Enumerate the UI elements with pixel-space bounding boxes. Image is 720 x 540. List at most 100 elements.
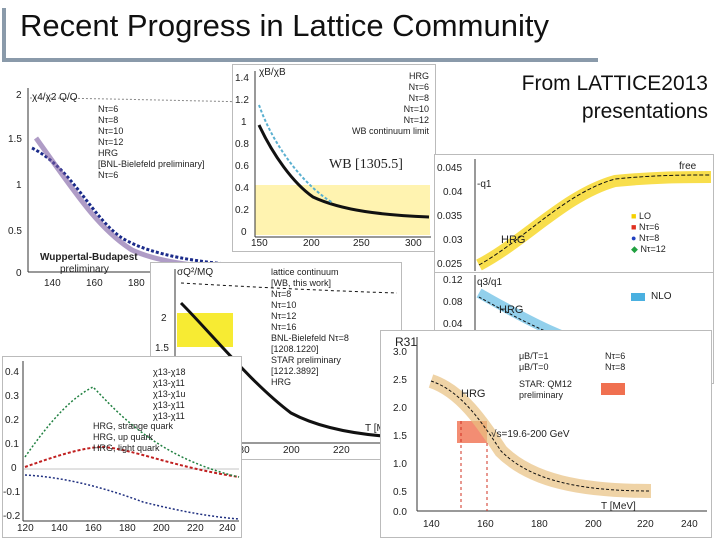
- legend-entry: lattice continuum: [271, 267, 339, 277]
- legend-entry: [WB, this work]: [271, 278, 332, 288]
- legend-entry: ■ Nτ=6: [631, 222, 660, 232]
- legend-entry: Nτ=10: [403, 104, 429, 114]
- panel-f-ytick: -0.1: [3, 487, 21, 498]
- legend-entry: Nτ=10: [98, 126, 124, 136]
- panel-c-xtick: 220: [333, 445, 350, 456]
- legend-entry: Nτ=16: [271, 322, 297, 332]
- panel-c-ytick: 1.5: [155, 343, 169, 354]
- panel-f-xtick: 160: [85, 523, 102, 534]
- panel-d-ylabel: -q1: [477, 179, 492, 190]
- panel-a-ytick: 2: [16, 90, 22, 101]
- panel-c-legend: lattice continuum [WB, this work] Nτ=8 N…: [271, 267, 349, 388]
- source-line-2: presentations: [581, 100, 708, 123]
- panel-d-svg: [474, 159, 712, 271]
- panel-f-xtick: 140: [51, 523, 68, 534]
- panel-a-xtick: 140: [44, 278, 61, 289]
- chart-panel-a: χ4/χ2 Q/Q 2 1.5 1 0.5 0 Nτ=6 Nτ=8 Nτ=10 …: [2, 78, 264, 290]
- legend-entry: Nτ=12: [271, 311, 297, 321]
- panel-d-lo-band: [476, 171, 712, 271]
- legend-entry: Nτ=6: [408, 82, 429, 92]
- legend-entry: χ13-χ11: [153, 378, 185, 388]
- legend-entry: HRG: [409, 71, 429, 81]
- legend-entry-text: Nτ=8: [638, 233, 660, 243]
- panel-a-ytick: 0: [16, 268, 22, 279]
- panel-a-note: preliminary: [60, 264, 109, 275]
- panel-f-svg: [22, 361, 240, 522]
- panel-b-xtick: 250: [353, 238, 370, 249]
- panel-b-xtick: 200: [303, 238, 320, 249]
- legend-entry-text: Nτ=12: [640, 244, 666, 254]
- legend-entry: [BNL-Bielefeld preliminary]: [98, 159, 205, 169]
- panel-g-star-swatch: [601, 383, 625, 395]
- legend-entry: STAR: QM12: [519, 379, 572, 389]
- panel-g-xtick: 180: [531, 519, 548, 530]
- legend-entry: Nτ=8: [605, 362, 626, 372]
- panel-f-xtick: 220: [187, 523, 204, 534]
- panel-g-xtick: 160: [477, 519, 494, 530]
- panel-b-svg: [254, 71, 431, 238]
- panel-g-xtick: 220: [637, 519, 654, 530]
- panel-a-note: Wuppertal-Budapest: [40, 252, 138, 263]
- panel-a-legend: Nτ=6 Nτ=8 Nτ=10 Nτ=12 HRG [BNL-Bielefeld…: [98, 104, 205, 181]
- legend-entry: HRG: [98, 148, 118, 158]
- panel-b-ytick: 0.8: [235, 139, 249, 150]
- legend-entry: μB/T=1: [519, 351, 549, 361]
- panel-d-ytick: 0.04: [443, 187, 463, 198]
- panel-e-ylabel: q3/q1: [477, 277, 503, 288]
- panel-g-ytick: 0.0: [393, 507, 407, 518]
- legend-entry: Nτ=8: [408, 93, 429, 103]
- panel-g-ytick: 2.5: [393, 375, 407, 386]
- legend-entry: Nτ=12: [98, 137, 124, 147]
- slide-title: Recent Progress in Lattice Community: [20, 8, 549, 43]
- panel-f-ytick: -0.2: [3, 511, 21, 522]
- panel-f-ytick: 0.1: [5, 439, 19, 450]
- legend-entry: [1212.3892]: [271, 366, 319, 376]
- panel-d-ytick: 0.03: [443, 235, 463, 246]
- legend-entry: Nτ=12: [403, 115, 429, 125]
- panel-g-svg: [416, 337, 707, 512]
- legend-entry-text: Nτ=6: [638, 222, 660, 232]
- panel-f-curve-legend: HRG, strange quark HRG, up quark HRG, li…: [93, 421, 173, 454]
- panel-f-ytick: 0.2: [5, 415, 19, 426]
- panel-b-ylabel: χB/χB: [259, 67, 286, 78]
- legend-entry: [1208.1220]: [271, 344, 319, 354]
- panel-g-star-legend: STAR: QM12 preliminary: [519, 379, 572, 401]
- panel-g-ytick: 3.0: [393, 347, 407, 358]
- panel-b-ytick: 1.4: [235, 73, 249, 84]
- panel-d-ytick: 0.045: [437, 163, 463, 174]
- panel-g-xlabel: T [MeV]: [601, 501, 636, 512]
- panel-b-xtick: 300: [405, 238, 422, 249]
- legend-entry: STAR preliminary: [271, 355, 341, 365]
- panel-f-xtick: 240: [219, 523, 236, 534]
- legend-entry: preliminary: [519, 390, 564, 400]
- legend-entry-text: LO: [638, 211, 651, 221]
- panel-g-legend: μB/T=1 μB/T=0: [519, 351, 548, 373]
- legend-entry: HRG: [271, 377, 291, 387]
- chart-panel-b: χB/χB 1.4 1.2 1 0.8 0.6 0.4 0.2 0 HRG Nτ…: [232, 64, 436, 252]
- panel-c-xtick: 200: [283, 445, 300, 456]
- panel-f-ytick: 0.3: [5, 391, 19, 402]
- panel-a-xtick: 160: [86, 278, 103, 289]
- legend-entry: WB continuum limit: [351, 126, 429, 136]
- legend-entry: χ13-χ11: [153, 400, 185, 410]
- panel-e-nlo-swatch: [631, 293, 645, 301]
- panel-f-xtick: 120: [17, 523, 34, 534]
- panel-e-ytick: 0.08: [443, 297, 463, 308]
- panel-d-ytick: 0.035: [437, 211, 463, 222]
- panel-f-red-series: [24, 445, 240, 478]
- panel-c-ytick: 2: [161, 313, 167, 324]
- legend-entry: ■ LO: [631, 211, 651, 221]
- legend-entry: Nτ=8: [98, 115, 119, 125]
- panel-a-ytick: 1: [16, 180, 22, 191]
- chart-panel-f: 0.4 0.3 0.2 0.1 0 -0.1 -0.2 χ13-χ18 χ13-…: [2, 356, 242, 538]
- panel-a-ytick: 1.5: [8, 134, 22, 145]
- legend-entry: Nτ=6: [98, 104, 119, 114]
- panel-g-xtick: 200: [585, 519, 602, 530]
- panel-g-xtick: 140: [423, 519, 440, 530]
- legend-entry: HRG, strange quark: [93, 421, 174, 431]
- legend-entry: ◆ Nτ=12: [631, 244, 666, 254]
- panel-e-nlo-label: NLO: [651, 291, 672, 302]
- panel-g-hrg-label: HRG: [461, 388, 486, 400]
- panel-b-reference: WB [1305.5]: [329, 157, 403, 172]
- panel-d-legend: ■ LO ■ Nτ=6 ● Nτ=8 ◆ Nτ=12: [631, 211, 666, 255]
